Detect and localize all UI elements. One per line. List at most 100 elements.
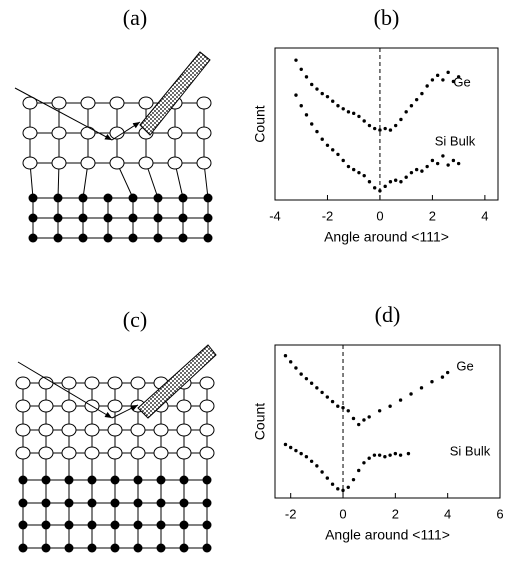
data-point: [357, 170, 361, 175]
atom: [153, 213, 163, 223]
plot-frame: [274, 47, 499, 201]
data-point: [325, 94, 330, 99]
x-tick-label: -2: [322, 208, 334, 223]
data-point: [320, 390, 324, 395]
data-point: [398, 398, 403, 402]
panel-label: (b): [374, 5, 400, 30]
atom: [133, 475, 143, 485]
x-tick-label: 4: [444, 506, 451, 521]
atom: [199, 423, 215, 437]
data-point: [409, 104, 414, 108]
plot-frame: [274, 344, 501, 499]
data-point: [325, 395, 330, 399]
atom: [138, 96, 154, 110]
atom: [51, 126, 67, 140]
data-point: [283, 354, 288, 358]
data-point: [435, 161, 440, 166]
data-point: [372, 453, 377, 457]
series-label: Ge: [456, 358, 473, 373]
atom: [53, 233, 63, 243]
atom: [156, 475, 166, 485]
data-point: [294, 93, 298, 97]
atom: [80, 96, 96, 110]
atom: [84, 446, 100, 460]
data-point: [351, 416, 356, 421]
data-point: [346, 110, 351, 114]
data-point: [388, 453, 392, 457]
atom: [103, 233, 113, 243]
data-point: [309, 381, 314, 385]
atom: [64, 475, 74, 485]
atom: [87, 475, 97, 485]
atom: [22, 126, 38, 140]
atom: [107, 446, 123, 460]
atom: [156, 498, 166, 508]
data-point: [425, 84, 429, 88]
data-point: [430, 380, 434, 384]
atom: [199, 446, 215, 460]
data-point: [377, 453, 382, 457]
data-point: [341, 158, 345, 163]
atom: [199, 399, 215, 413]
x-tick-label: 2: [429, 208, 436, 223]
x-axis-label: Angle around <111>: [324, 229, 449, 245]
atom: [18, 498, 28, 508]
data-point: [399, 117, 403, 122]
data-point: [435, 73, 440, 78]
data-point: [414, 97, 419, 102]
data-point: [315, 464, 319, 468]
data-point: [451, 158, 456, 163]
atom: [84, 376, 100, 390]
atom: [51, 156, 67, 170]
data-point: [383, 184, 387, 189]
atom: [41, 543, 51, 553]
atom: [133, 520, 143, 530]
atom: [179, 498, 189, 508]
data-point: [446, 163, 450, 167]
data-point: [383, 126, 387, 131]
panel-label: (a): [123, 5, 147, 30]
atom: [178, 233, 188, 243]
x-tick-label: 4: [481, 208, 488, 223]
data-point: [383, 454, 387, 459]
atom: [78, 193, 88, 203]
atom: [38, 399, 54, 413]
data-point: [299, 104, 303, 108]
data-point: [304, 75, 309, 79]
atom: [107, 399, 123, 413]
atom: [130, 446, 146, 460]
data-point: [456, 75, 461, 79]
data-point: [393, 123, 398, 128]
atom: [153, 423, 169, 437]
data-point: [330, 399, 335, 404]
x-tick-label: 0: [376, 208, 383, 223]
data-point: [331, 148, 335, 152]
x-tick-label: 0: [339, 506, 346, 521]
data-point: [404, 175, 408, 179]
detector: [139, 51, 211, 136]
atom: [15, 376, 31, 390]
atom: [61, 423, 77, 437]
data-point: [336, 404, 340, 408]
atom: [87, 543, 97, 553]
atom: [196, 126, 212, 140]
data-point: [362, 119, 366, 123]
data-point: [346, 409, 350, 413]
data-point: [288, 360, 293, 364]
data-point: [398, 453, 403, 457]
data-point: [294, 58, 298, 62]
data-point: [409, 392, 413, 396]
data-point: [377, 409, 382, 413]
data-point: [320, 470, 324, 474]
atom: [18, 543, 28, 553]
atom: [41, 498, 51, 508]
data-point: [294, 448, 298, 453]
atom: [78, 213, 88, 223]
atom: [202, 520, 212, 530]
data-point: [325, 476, 330, 480]
atom: [28, 233, 38, 243]
data-point: [357, 468, 361, 473]
detector: [137, 344, 217, 419]
data-point: [441, 154, 445, 158]
